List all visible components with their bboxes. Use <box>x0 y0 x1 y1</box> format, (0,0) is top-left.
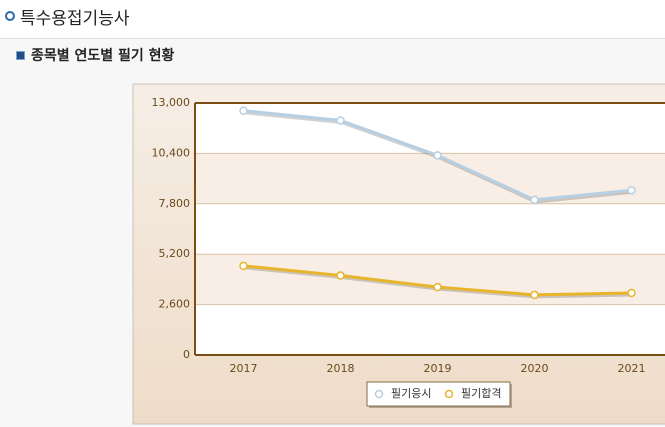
data-point <box>433 282 442 292</box>
plot-band <box>195 254 665 305</box>
legend-marker <box>444 389 454 399</box>
title-icon <box>5 11 15 21</box>
y-tick-label: 2,600 <box>159 298 191 311</box>
data-point <box>530 195 539 205</box>
data-point <box>336 271 345 280</box>
data-point <box>627 185 636 195</box>
x-tick-label: 2017 <box>230 362 258 375</box>
y-tick-label: 10,400 <box>152 146 191 159</box>
plot-background <box>195 103 665 355</box>
data-point <box>530 290 539 300</box>
data-point <box>627 288 636 298</box>
data-point <box>433 151 442 160</box>
data-point <box>239 106 248 116</box>
y-tick-label: 0 <box>183 348 190 361</box>
page-title: 특수용접기능사 <box>20 9 130 29</box>
y-tick-label: 13,000 <box>152 96 191 109</box>
y-tick-label: 5,200 <box>159 247 191 260</box>
legend-box <box>366 381 511 407</box>
x-tick-label: 2021 <box>618 362 646 375</box>
legend-label: 필기응시 <box>391 387 431 400</box>
x-tick-label: 2020 <box>521 362 549 375</box>
legend-marker <box>374 389 384 399</box>
y-tick-label: 7,800 <box>159 197 191 210</box>
data-point <box>336 116 345 125</box>
legend-label: 필기합격 <box>461 387 501 400</box>
data-point <box>239 261 248 271</box>
x-tick-label: 2018 <box>327 362 355 375</box>
subtitle-icon <box>16 51 25 60</box>
section-title: 종목별 연도별 필기 현황 <box>31 48 175 64</box>
x-tick-label: 2019 <box>424 362 452 375</box>
